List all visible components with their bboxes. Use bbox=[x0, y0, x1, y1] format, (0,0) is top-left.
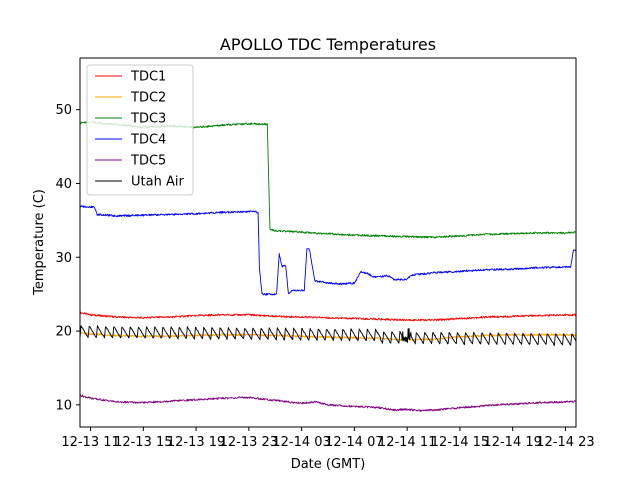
x-tick-label: 12-13 15 bbox=[114, 435, 172, 450]
x-tick-label: 12-14 19 bbox=[483, 435, 541, 450]
chart-title: APOLLO TDC Temperatures bbox=[220, 35, 436, 54]
x-tick-label: 12-14 23 bbox=[536, 435, 594, 450]
y-tick-label: 40 bbox=[55, 177, 72, 192]
y-axis-label: Temperature (C) bbox=[32, 189, 47, 296]
x-axis-label: Date (GMT) bbox=[291, 457, 366, 472]
x-tick-label: 12-14 15 bbox=[431, 435, 489, 450]
x-tick-label: 12-14 03 bbox=[272, 435, 330, 450]
x-tick-label: 12-14 11 bbox=[378, 435, 436, 450]
legend-label: TDC4 bbox=[130, 133, 166, 148]
x-tick-label: 12-13 11 bbox=[61, 435, 119, 450]
x-tick-label: 12-13 19 bbox=[167, 435, 225, 450]
y-tick-label: 20 bbox=[55, 325, 72, 340]
legend-label: Utah Air bbox=[131, 175, 184, 190]
chart-figure: 12-13 1112-13 1512-13 1912-13 2312-14 03… bbox=[0, 0, 640, 480]
legend-label: TDC1 bbox=[130, 70, 166, 85]
legend-label: TDC5 bbox=[130, 154, 166, 169]
legend-label: TDC3 bbox=[130, 112, 166, 127]
legend: TDC1 TDC2 TDC3 TDC4 TDC5 Utah Air bbox=[87, 65, 193, 195]
legend-label: TDC2 bbox=[130, 91, 166, 106]
y-tick-label: 50 bbox=[55, 103, 72, 118]
y-tick-label: 30 bbox=[55, 251, 72, 266]
x-tick-label: 12-14 07 bbox=[325, 435, 383, 450]
x-tick-label: 12-13 23 bbox=[220, 435, 278, 450]
y-tick-label: 10 bbox=[55, 398, 72, 413]
